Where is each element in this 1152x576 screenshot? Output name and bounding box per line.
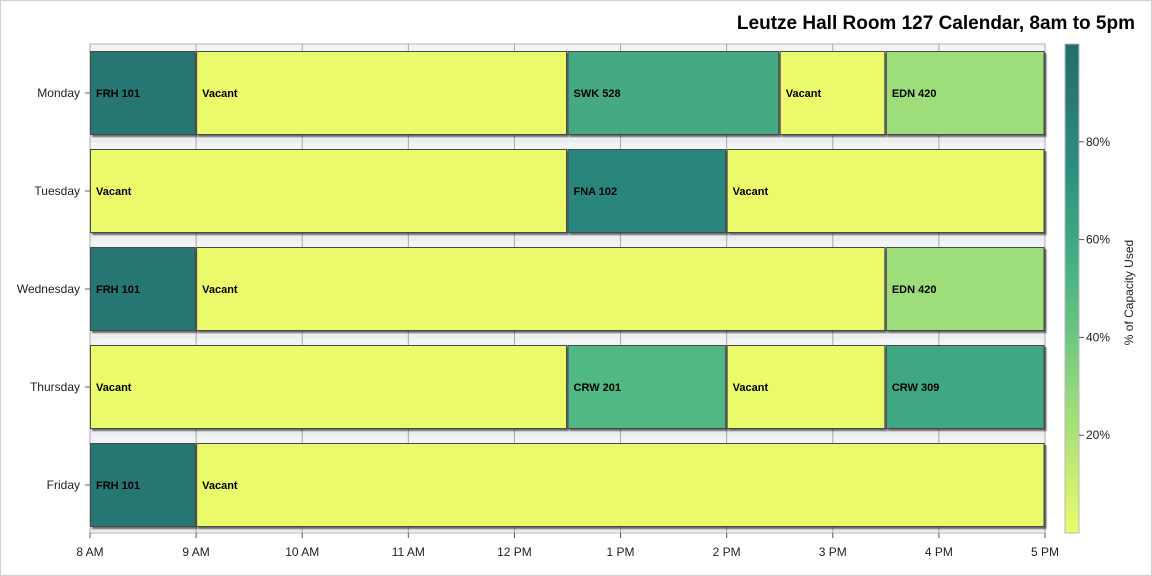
event-bar: FRH 101: [90, 51, 196, 135]
event-label: SWK 528: [574, 88, 621, 100]
event-bar-fill: [90, 51, 196, 135]
colorbar: [1064, 43, 1080, 534]
event-bar-fill: [90, 149, 567, 233]
x-tick-label: 12 PM: [497, 545, 532, 559]
event-bar: EDN 420: [885, 247, 1045, 331]
x-tick-label: 4 PM: [925, 545, 953, 559]
x-tick-label: 11 AM: [392, 545, 425, 559]
event-bar-fill: [90, 345, 567, 429]
day-label: Thursday: [30, 380, 80, 394]
event-bar: FRH 101: [90, 247, 196, 331]
event-bar-fill: [567, 345, 727, 429]
event-label: Vacant: [786, 88, 822, 100]
event-label: CRW 309: [892, 382, 939, 394]
colorbar-tick-label: 20%: [1086, 428, 1110, 442]
event-bar: FNA 102: [567, 149, 727, 233]
event-bar: EDN 420: [885, 51, 1045, 135]
event-bar: Vacant: [196, 443, 1045, 527]
event-bar-fill: [196, 443, 1045, 527]
event-bar-fill: [90, 443, 196, 527]
event-bar: CRW 201: [567, 345, 727, 429]
x-tick-label: 3 PM: [819, 545, 847, 559]
event-label: EDN 420: [892, 284, 937, 296]
event-bar-fill: [726, 149, 1045, 233]
day-label: Monday: [37, 86, 80, 100]
event-label: CRW 201: [574, 382, 621, 394]
row-band: [90, 437, 1045, 443]
event-bar-fill: [567, 51, 780, 135]
row-band: [90, 241, 1045, 247]
colorbar-tick-label: 40%: [1086, 330, 1110, 344]
event-label: Vacant: [96, 186, 132, 198]
x-tick-label: 9 AM: [182, 545, 209, 559]
colorbar-label: % of Capacity Used: [1122, 240, 1136, 345]
event-bar-fill: [726, 345, 886, 429]
row-band: [90, 143, 1045, 149]
event-bar-fill: [885, 51, 1045, 135]
event-bar: Vacant: [196, 247, 886, 331]
event-bar-fill: [885, 247, 1045, 331]
event-label: Vacant: [202, 88, 238, 100]
event-bar: Vacant: [726, 149, 1045, 233]
x-tick-label: 2 PM: [713, 545, 741, 559]
event-label: FRH 101: [96, 88, 140, 100]
day-label: Friday: [47, 478, 80, 492]
event-bar-fill: [885, 345, 1045, 429]
chart-title: Leutze Hall Room 127 Calendar, 8am to 5p…: [736, 13, 1135, 34]
event-bar: SWK 528: [567, 51, 780, 135]
event-label: Vacant: [202, 284, 238, 296]
event-bar: Vacant: [196, 51, 567, 135]
event-label: FRH 101: [96, 480, 140, 492]
colorbar-tick-label: 80%: [1086, 135, 1110, 149]
colorbar-tick-label: 60%: [1086, 233, 1110, 247]
x-tick-label: 10 AM: [285, 545, 319, 559]
x-tick-label: 8 AM: [76, 545, 103, 559]
event-label: FNA 102: [574, 186, 618, 198]
event-bar: CRW 309: [885, 345, 1045, 429]
day-label: Tuesday: [34, 184, 80, 198]
event-bar: Vacant: [779, 51, 886, 135]
x-tick-label: 1 PM: [607, 545, 635, 559]
event-bar-fill: [567, 149, 727, 233]
event-bar-fill: [90, 247, 196, 331]
row-band: [90, 45, 1045, 51]
event-label: FRH 101: [96, 284, 140, 296]
event-label: EDN 420: [892, 88, 937, 100]
event-bar: Vacant: [726, 345, 886, 429]
row-band: [90, 339, 1045, 345]
event-bar: Vacant: [90, 149, 567, 233]
event-bar: Vacant: [90, 345, 567, 429]
day-label: Wednesday: [17, 282, 80, 296]
event-label: Vacant: [96, 382, 132, 394]
event-label: Vacant: [202, 480, 238, 492]
event-label: Vacant: [733, 186, 769, 198]
x-tick-label: 5 PM: [1031, 545, 1059, 559]
event-bar-fill: [196, 247, 886, 331]
event-label: Vacant: [733, 382, 769, 394]
event-bar-fill: [779, 51, 886, 135]
event-bar-fill: [196, 51, 567, 135]
event-bar: FRH 101: [90, 443, 196, 527]
